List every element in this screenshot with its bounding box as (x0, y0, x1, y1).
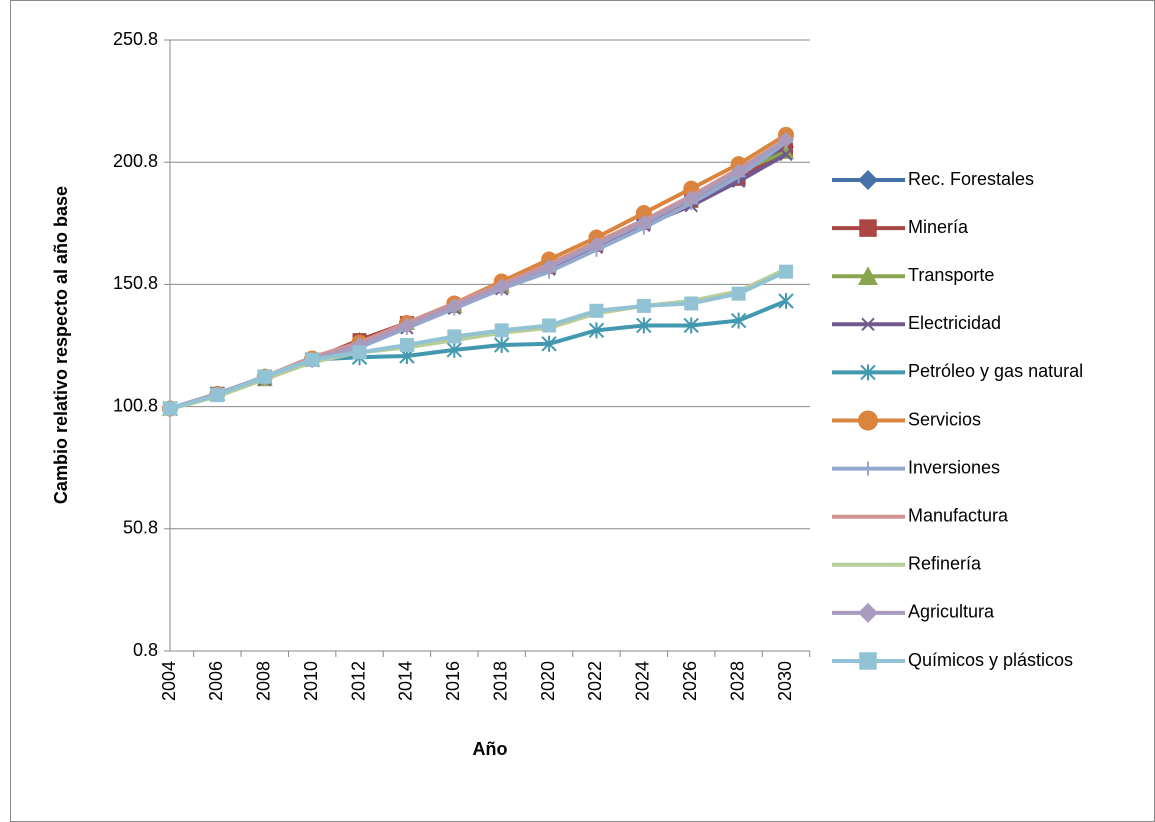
y-tick-label: 200.8 (113, 151, 158, 171)
point (730, 312, 747, 329)
line (169, 269, 787, 411)
point (684, 296, 699, 311)
x-tick-label: 2012 (348, 661, 368, 701)
point (731, 286, 746, 301)
point (730, 163, 747, 180)
x-tick-label: 2006 (206, 661, 226, 701)
point (493, 278, 510, 295)
chart-frame (10, 0, 1155, 822)
point (778, 131, 794, 148)
point (636, 298, 651, 313)
point (352, 345, 367, 360)
line (169, 267, 787, 411)
legend-marker (861, 461, 875, 476)
point (493, 337, 510, 354)
point (447, 329, 462, 344)
y-axis-title: Cambio relativo respecto al año base (51, 186, 71, 504)
point (446, 297, 463, 314)
legend-label: Servicios (908, 409, 981, 429)
y-tick-label: 100.8 (113, 395, 158, 415)
legend-marker (858, 410, 878, 431)
legend-marker (859, 652, 877, 670)
legend-marker (858, 602, 878, 623)
point (635, 214, 652, 231)
y-tick-label: 50.8 (123, 518, 158, 538)
x-tick-label: 2022 (585, 661, 605, 701)
legend-label: Rec. Forestales (908, 169, 1034, 189)
x-tick-label: 2008 (254, 661, 274, 701)
point (541, 335, 557, 352)
point (399, 338, 414, 353)
point (163, 401, 177, 416)
legend-marker (859, 219, 877, 237)
x-axis-title: Año (473, 739, 508, 759)
legend-label: Refinería (908, 554, 982, 574)
point (683, 190, 700, 207)
point (305, 352, 320, 367)
legend-label: Petróleo y gas natural (908, 361, 1083, 381)
legend-marker (861, 317, 875, 332)
point (257, 369, 272, 384)
legend-label: Inversiones (908, 457, 1000, 477)
point (446, 341, 463, 358)
x-tick-label: 2016 (443, 661, 463, 701)
point (541, 258, 558, 275)
point (210, 388, 225, 403)
y-tick-label: 250.8 (113, 29, 158, 49)
legend-label: Electricidad (908, 313, 1001, 333)
x-tick-label: 2010 (301, 661, 321, 701)
point (588, 322, 605, 339)
point (683, 317, 699, 334)
x-tick-label: 2020 (538, 661, 558, 701)
point (778, 293, 794, 310)
x-tick-label: 2004 (159, 661, 179, 701)
point (542, 318, 557, 333)
x-tick-label: 2024 (633, 661, 653, 701)
point (779, 147, 793, 162)
legend-marker (858, 266, 878, 285)
legend-label: Químicos y plásticos (908, 650, 1073, 670)
point (398, 317, 415, 334)
legend-label: Manufactura (908, 505, 1009, 525)
point (589, 303, 604, 318)
point (588, 236, 605, 253)
point (636, 317, 652, 334)
legend-marker (860, 364, 876, 381)
x-tick-label: 2014 (396, 661, 416, 701)
y-tick-label: 0.8 (133, 640, 158, 660)
legend-label: Transporte (908, 265, 994, 285)
y-tick-label: 150.8 (113, 273, 158, 293)
x-tick-label: 2030 (775, 661, 795, 701)
x-tick-label: 2028 (727, 661, 747, 701)
legend-label: Agricultura (908, 602, 995, 622)
point (779, 264, 793, 279)
legend-label: Minería (908, 217, 969, 237)
x-tick-label: 2026 (680, 661, 700, 701)
point (494, 323, 509, 338)
legend-marker (858, 170, 878, 190)
x-tick-label: 2018 (490, 661, 510, 701)
